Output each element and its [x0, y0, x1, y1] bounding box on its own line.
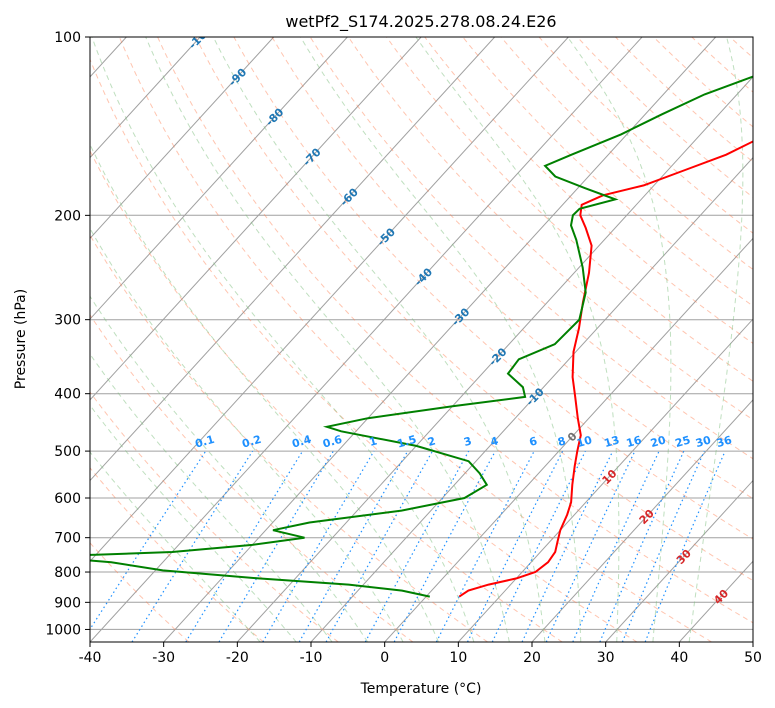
- mixing-ratio-label: 1.5: [396, 433, 418, 451]
- isotherm-line: [236, 76, 753, 642]
- moist-adiabat: [90, 295, 369, 642]
- y-tick-label: 800: [54, 565, 81, 581]
- temperature-profile: [458, 140, 753, 598]
- mixing-ratio-label: 30: [694, 433, 713, 450]
- mixing-ratio-line: [185, 450, 304, 642]
- mixing-ratio-label: 6: [528, 434, 539, 449]
- isotherm-line: [384, 237, 753, 642]
- x-axis-label: Temperature (°C): [360, 681, 482, 697]
- chart-title: wetPf2_S174.2025.278.08.24.E26: [285, 12, 556, 32]
- mixing-ratio-label: 13: [603, 433, 621, 450]
- dry-adiabat: [90, 467, 264, 642]
- dry-adiabat: [90, 391, 339, 642]
- x-tick-label: 50: [744, 650, 762, 666]
- x-tick-label: -40: [79, 650, 102, 666]
- isotherm-line: [90, 37, 569, 562]
- mixing-ratio-line: [131, 450, 254, 642]
- mixing-ratio-label: 2: [426, 434, 437, 449]
- moist-adiabat: [90, 227, 404, 642]
- isotherm-line: [90, 37, 348, 320]
- dry-adiabat: [90, 313, 414, 642]
- moist-adiabat: [90, 404, 297, 642]
- moist-adiabat: [415, 37, 620, 642]
- mixing-ratio-label: 0.4: [290, 433, 313, 451]
- x-tick-label: 10: [449, 650, 467, 666]
- x-tick-label: -10: [300, 650, 323, 666]
- y-tick-label: 700: [54, 531, 81, 547]
- mixing-ratio-label: 3: [462, 434, 473, 449]
- x-axis-ticks: -40 -30 -20 -10 0 10 20 30 40 50: [79, 642, 762, 666]
- dry-adiabat: [347, 37, 753, 421]
- moist-adiabat: [567, 37, 672, 642]
- plot-frame: [89, 36, 754, 643]
- mixing-ratio-label: 16: [625, 433, 644, 450]
- isotherm-line: [90, 37, 496, 482]
- x-tick-label: 30: [597, 650, 615, 666]
- mixing-ratio-label: 4: [489, 434, 500, 449]
- mixing-ratio-line: [491, 450, 586, 642]
- mixing-ratio-line: [545, 450, 636, 642]
- y-tick-label: 1000: [45, 622, 81, 638]
- dry-adiabat: [271, 37, 753, 500]
- mixing-ratio-line: [364, 450, 470, 642]
- x-tick-label: -20: [226, 650, 249, 666]
- y-axis-label: Pressure (hPa): [13, 289, 29, 389]
- x-tick-label: 0: [380, 650, 389, 666]
- isotherm-line: [457, 318, 753, 642]
- mixing-ratio-label: 0.2: [240, 433, 262, 451]
- isotherm-line: [163, 37, 717, 642]
- moist-adiabat: [145, 37, 510, 642]
- mixing-ratio-line: [218, 450, 334, 642]
- isotherm-line: [90, 37, 275, 240]
- dry-adiabat: [90, 149, 563, 642]
- dewpoint-profile: [90, 75, 753, 598]
- sounding-profiles: [90, 75, 753, 598]
- isotherm-line: [605, 479, 753, 642]
- dry-adiabat: [233, 37, 753, 540]
- mixing-ratio-label: 0.6: [321, 433, 344, 451]
- moist-adiabat: [90, 451, 261, 642]
- mixing-ratio-label: 10: [575, 433, 594, 450]
- isotherm-line: [90, 37, 422, 401]
- isotherm-line: [90, 37, 201, 159]
- mixing-ratio-line: [466, 450, 564, 642]
- moist-adiabat: [688, 37, 744, 642]
- dry-adiabat: [386, 37, 753, 382]
- mixing-ratio-label: 20: [649, 433, 668, 450]
- dry-adiabat: [195, 37, 753, 582]
- mixing-ratio-label: 1: [368, 434, 379, 449]
- y-axis-ticks: 100 200 300 400 500 600 700 800 900 1000: [45, 30, 90, 638]
- mixing-ratio-label: 0.1: [194, 433, 216, 451]
- background-lines: [90, 37, 753, 642]
- y-tick-label: 900: [54, 595, 81, 611]
- y-tick-label: 600: [54, 491, 81, 507]
- dry-adiabat: [157, 37, 753, 624]
- isotherm-line: [90, 37, 643, 642]
- y-tick-label: 500: [54, 444, 81, 460]
- moist-adiabat: [90, 143, 439, 642]
- y-tick-label: 200: [54, 208, 81, 224]
- mixing-ratio-label: 8: [556, 434, 567, 449]
- dry-adiabat: [462, 37, 753, 307]
- y-tick-label: 100: [54, 30, 81, 46]
- x-tick-label: 40: [670, 650, 688, 666]
- x-tick-label: 20: [523, 650, 541, 666]
- mixing-ratio-label: 25: [674, 433, 692, 450]
- mixing-ratio-line: [90, 450, 207, 631]
- mixing-ratio-label: 36: [715, 433, 734, 450]
- dry-adiabat: [90, 234, 488, 642]
- mixing-ratio-line: [521, 450, 614, 642]
- isotherm-line: [531, 399, 753, 642]
- mixing-ratio-line: [262, 450, 375, 642]
- y-tick-label: 400: [54, 387, 81, 403]
- moist-adiabat: [91, 37, 475, 642]
- y-tick-label: 300: [54, 313, 81, 329]
- x-tick-label: -30: [152, 650, 175, 666]
- isotherm-line: [310, 156, 753, 642]
